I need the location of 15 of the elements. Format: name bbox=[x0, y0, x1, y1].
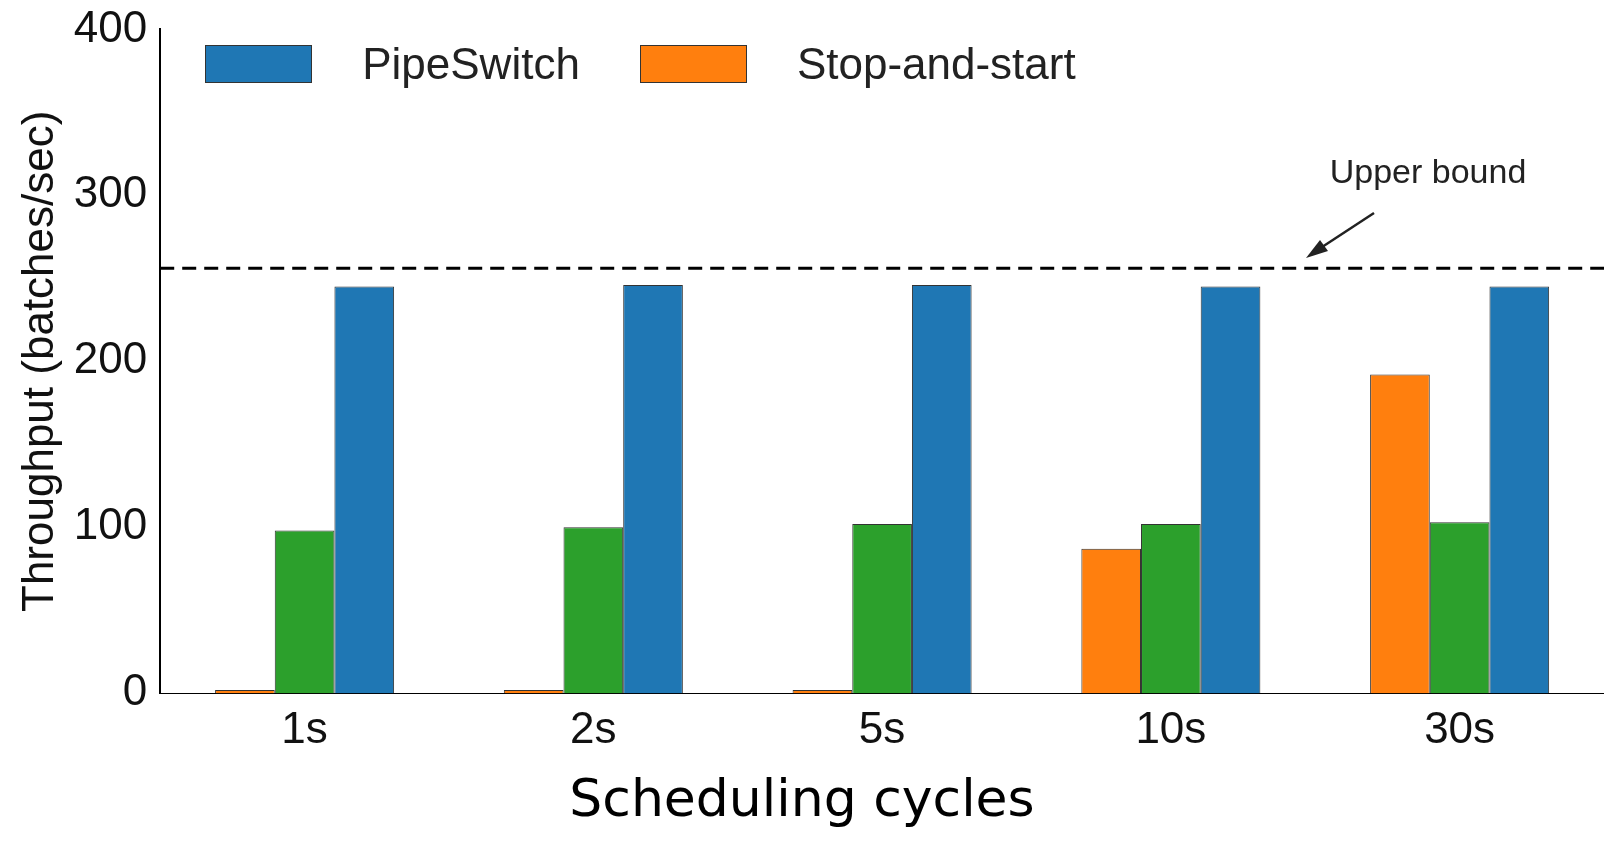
x-tick-label: 1s bbox=[281, 702, 328, 752]
x-tick-label: 2s bbox=[570, 702, 617, 752]
x-tick-label: 30s bbox=[1424, 702, 1496, 752]
y-tick-label: 100 bbox=[73, 499, 148, 549]
y-tick-label: 0 bbox=[122, 665, 148, 715]
x-axis-title: Scheduling cycles bbox=[568, 768, 1036, 828]
legend-label: PipeSwitch bbox=[362, 39, 580, 90]
y-tick-label: 200 bbox=[73, 333, 148, 383]
y-tick-label: 400 bbox=[73, 1, 148, 51]
x-tick-label: 5s bbox=[858, 702, 906, 752]
ref-line-label: Upper bound bbox=[1329, 152, 1527, 191]
y-axis-title: Throughput (batches/sec) bbox=[12, 110, 62, 612]
legend-label: Stop-and-start bbox=[796, 39, 1076, 90]
y-tick-label: 300 bbox=[73, 167, 148, 217]
x-tick-label: 10s bbox=[1135, 702, 1207, 752]
